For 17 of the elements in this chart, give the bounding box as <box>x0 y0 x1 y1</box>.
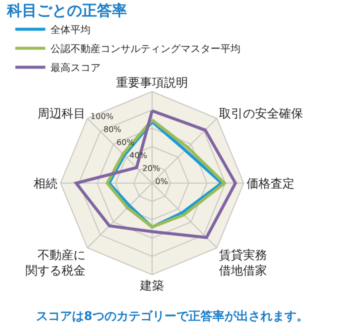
spoke-label: 価格査定 <box>246 176 295 190</box>
spoke-label: 不動産に関する税金 <box>25 248 86 278</box>
legend-label: 全体平均 <box>50 24 90 36</box>
legend-label: 最高スコア <box>50 62 100 74</box>
spoke-label: 重要事項説明 <box>116 75 188 90</box>
spoke-label: 相続 <box>34 176 58 190</box>
spoke-label: 周辺科目 <box>37 106 86 121</box>
chart-title: 科目ごとの正答率 <box>6 1 127 20</box>
y-tick-label: 100% <box>90 112 114 122</box>
y-tick-label: 80% <box>104 125 122 134</box>
spoke-label: 取引の安全確保 <box>218 106 303 121</box>
y-tick-label: 20% <box>142 164 161 173</box>
spoke-label: 建築 <box>139 278 164 293</box>
text: スコアは8つのカテゴリーで正答率が出されます。 <box>36 309 308 323</box>
spoke-label: 賃貸実務借地借家 <box>218 248 267 278</box>
y-tick-label: 0% <box>155 176 168 186</box>
legend-label: 公認不動産コンサルティングマスター平均 <box>50 43 240 56</box>
